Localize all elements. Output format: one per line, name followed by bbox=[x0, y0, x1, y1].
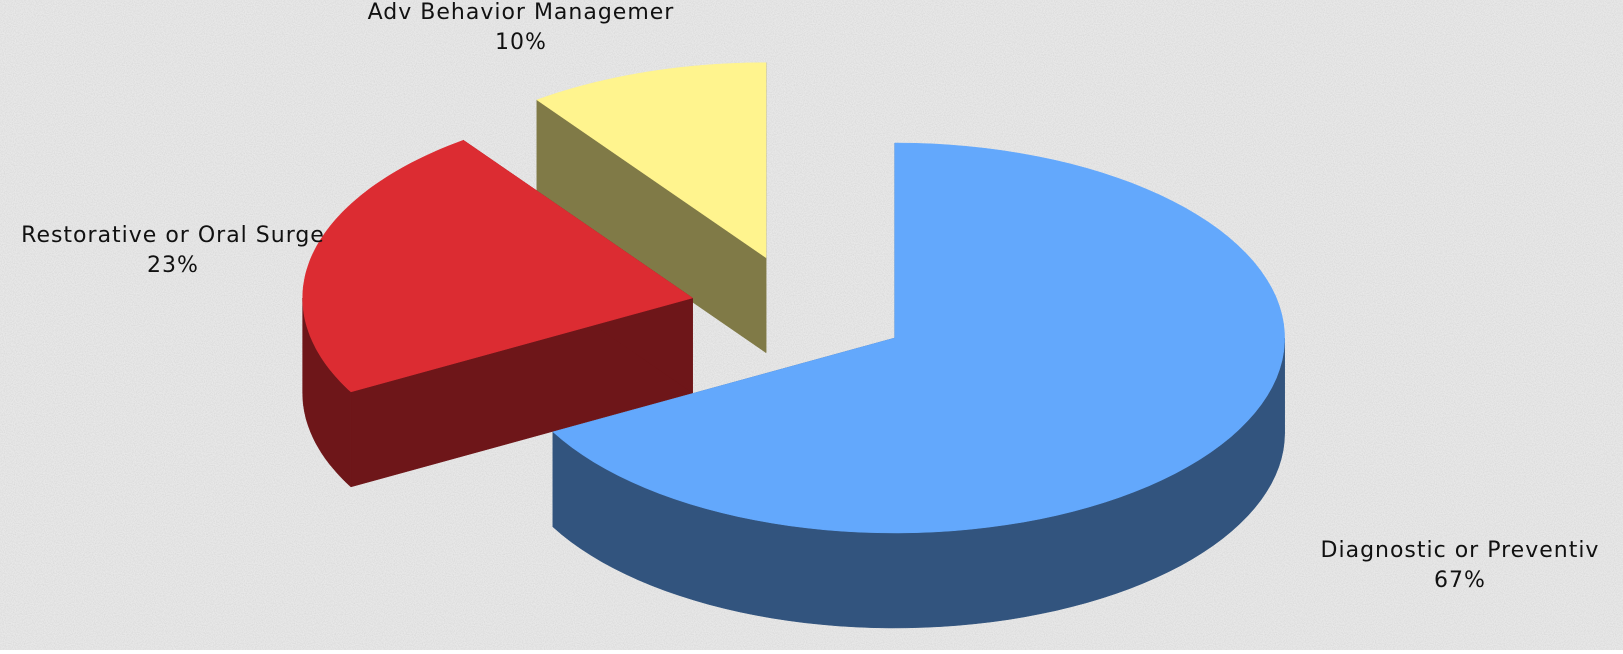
pie bbox=[302, 62, 1285, 629]
slice-label: Diagnostic or Preventiv bbox=[1321, 538, 1600, 563]
slice bbox=[552, 142, 1285, 534]
slice-value-label: 67% bbox=[1434, 568, 1486, 593]
slice-label: Restorative or Oral Surge bbox=[21, 223, 325, 248]
slice-value-label: 23% bbox=[147, 253, 199, 278]
slice bbox=[536, 62, 767, 259]
slice bbox=[302, 139, 694, 393]
slice-value-label: 10% bbox=[495, 30, 547, 55]
slice-label: Adv Behavior Managemer bbox=[368, 0, 675, 25]
labels: Diagnostic or Preventiv 67% Restorative … bbox=[21, 0, 1600, 593]
